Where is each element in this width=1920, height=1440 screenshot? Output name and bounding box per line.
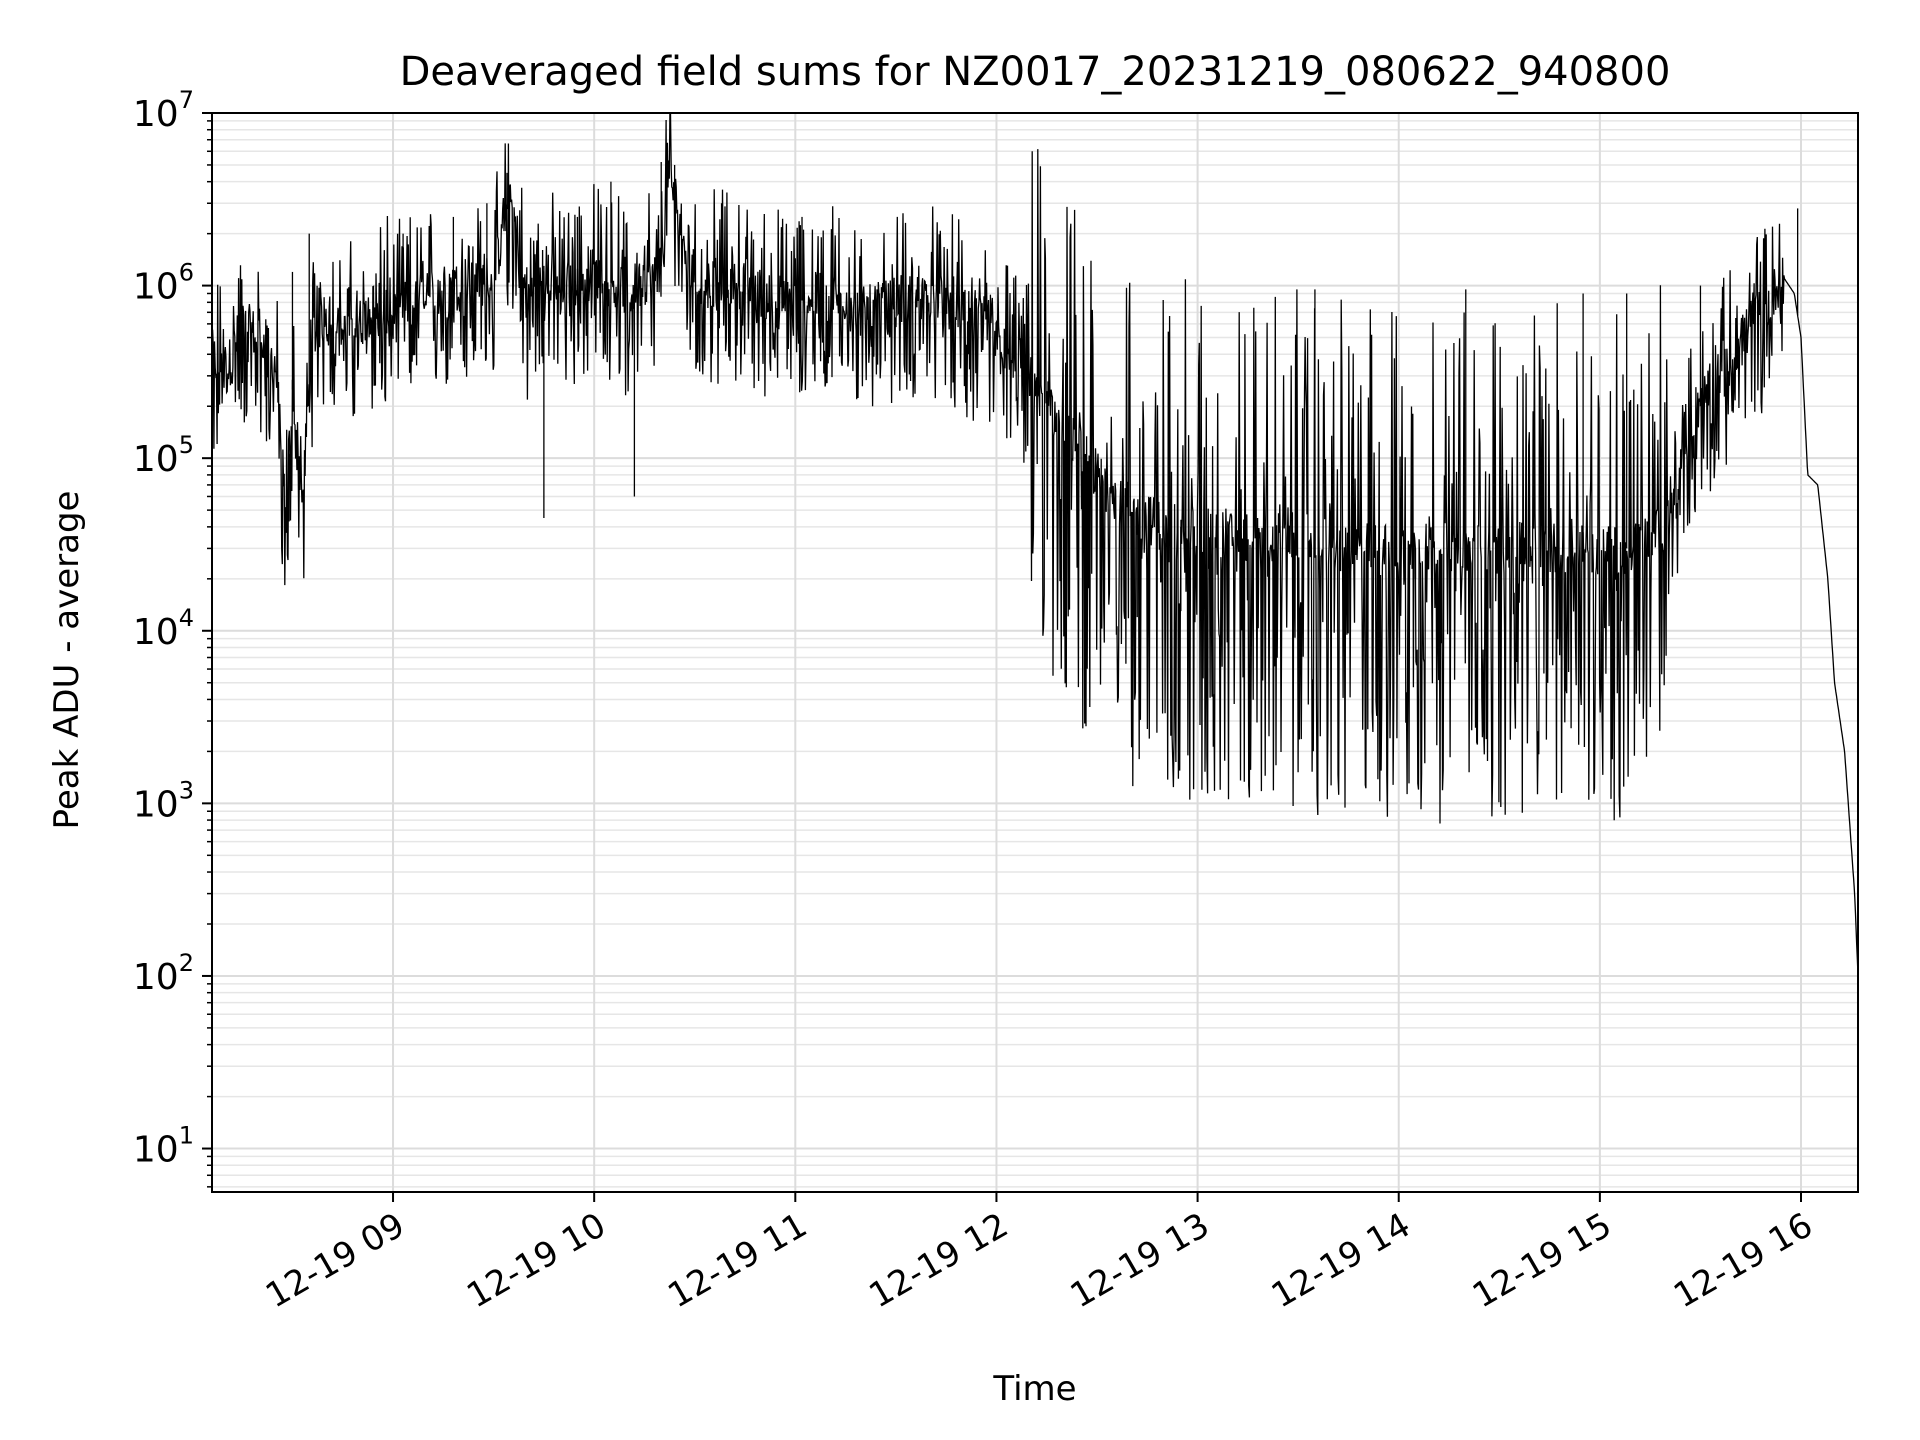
y-tick-label: 104 xyxy=(133,604,194,653)
y-tick-label: 102 xyxy=(133,949,194,998)
plot-area xyxy=(211,112,1859,976)
y-axis-label: Peak ADU - average xyxy=(47,491,87,830)
y-tick-label: 101 xyxy=(133,1122,194,1171)
series-line xyxy=(211,112,1859,976)
plot-frame xyxy=(211,112,1859,1193)
chart-title: Deaveraged field sums for NZ0017_2023121… xyxy=(400,49,1671,95)
x-axis-label: Time xyxy=(992,1369,1076,1409)
y-tick-label: 103 xyxy=(133,776,194,825)
y-tick-label: 107 xyxy=(133,86,194,135)
y-tick-label: 105 xyxy=(133,431,194,480)
y-tick-label: 106 xyxy=(133,259,194,308)
